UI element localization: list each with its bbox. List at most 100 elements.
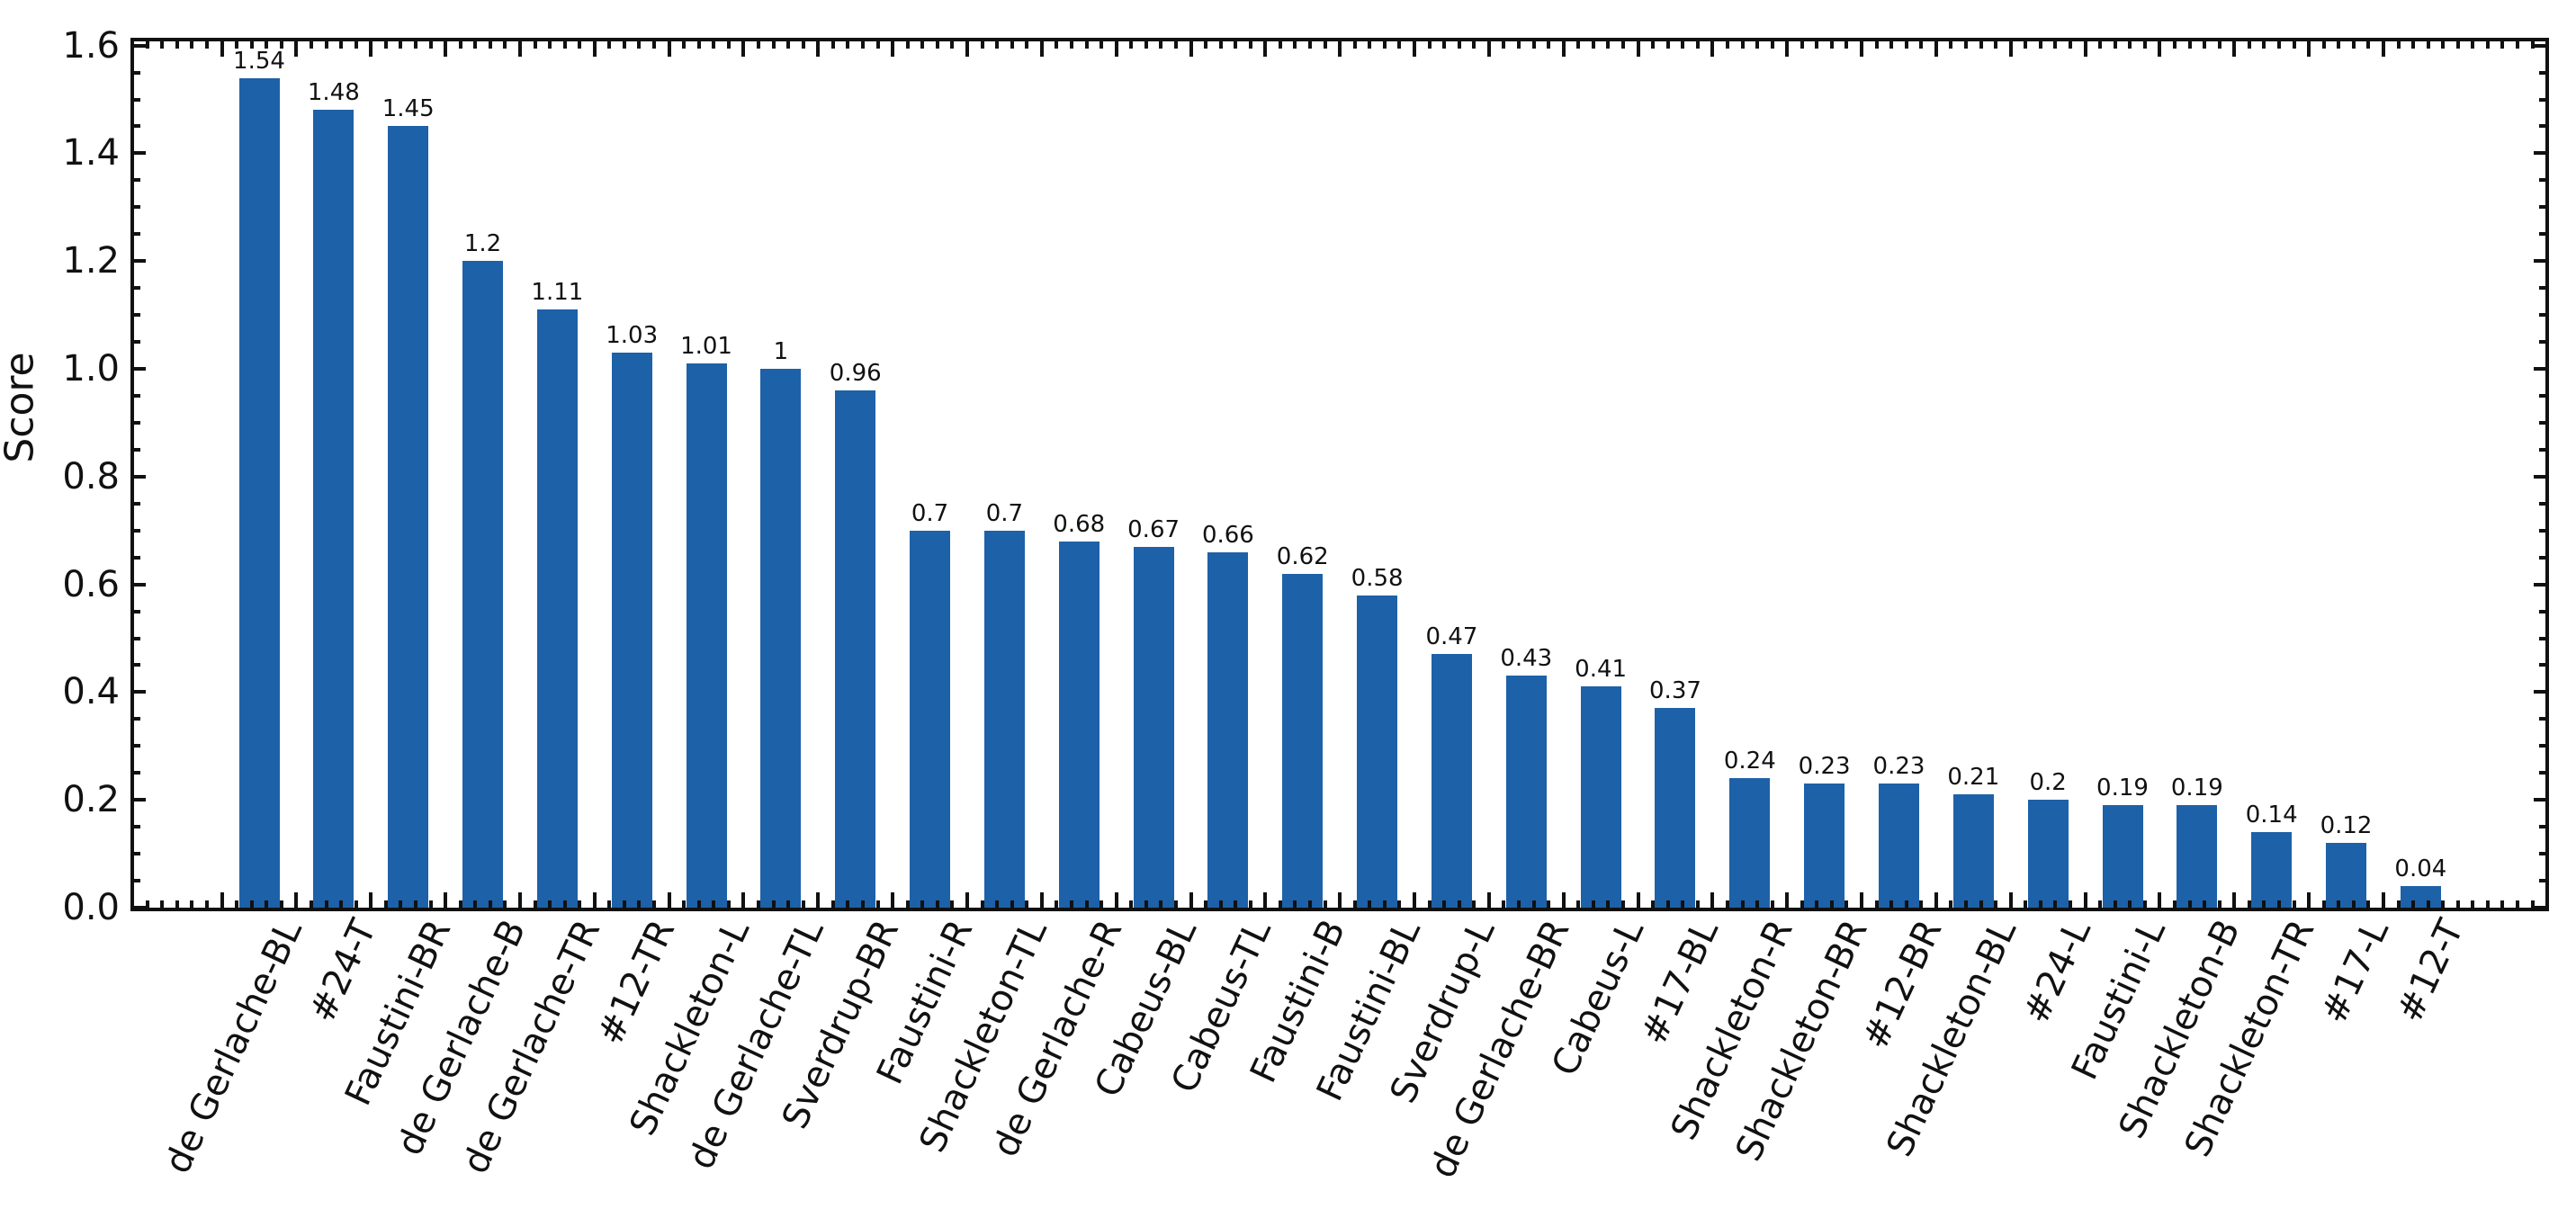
x-minor-tick-top	[1010, 41, 1014, 49]
x-minor-tick-top	[2500, 41, 2505, 49]
x-minor-tick-bottom	[1815, 900, 1819, 908]
x-minor-tick-bottom	[2337, 900, 2341, 908]
x-minor-tick-bottom	[2024, 900, 2028, 908]
x-minor-tick-bottom	[1725, 900, 1729, 908]
x-minor-tick-bottom	[1129, 900, 1134, 908]
x-minor-tick-bottom	[1516, 900, 1521, 908]
x-major-tick-bottom	[1114, 892, 1118, 908]
x-minor-tick-top	[2321, 41, 2326, 49]
x-minor-tick-top	[1323, 41, 1327, 49]
x-minor-tick-top	[1904, 41, 1908, 49]
x-minor-tick-top	[1278, 41, 1282, 49]
x-minor-tick-bottom	[1531, 900, 1536, 908]
x-minor-tick-bottom	[1055, 900, 1059, 908]
x-minor-tick-bottom	[428, 900, 433, 908]
x-minor-tick-bottom	[309, 900, 313, 908]
y-minor-tick-right	[2539, 98, 2545, 102]
x-major-tick-bottom	[592, 892, 597, 908]
y-major-tick-right	[2534, 475, 2545, 479]
y-major-tick-left	[134, 583, 146, 587]
x-minor-tick-top	[1591, 41, 1595, 49]
x-minor-tick-bottom	[1218, 900, 1223, 908]
x-minor-tick-bottom	[1949, 900, 1953, 908]
x-minor-tick-bottom	[2053, 900, 2058, 908]
x-minor-tick-top	[2187, 41, 2192, 49]
x-minor-tick-bottom	[1025, 900, 1029, 908]
x-minor-tick-bottom	[1397, 900, 1402, 908]
y-minor-tick-right	[2539, 502, 2545, 506]
x-minor-tick-bottom	[1829, 900, 1834, 908]
x-minor-tick-bottom	[1173, 900, 1178, 908]
x-minor-tick-bottom	[145, 900, 149, 908]
y-minor-tick-right	[2539, 663, 2545, 667]
x-minor-tick-top	[1681, 41, 1685, 49]
x-minor-tick-bottom	[1084, 900, 1089, 908]
bar-value-label: 1.03	[606, 322, 659, 349]
x-minor-tick-bottom	[1248, 900, 1252, 908]
x-minor-tick-top	[905, 41, 910, 49]
x-major-tick-bottom	[220, 892, 224, 908]
x-minor-tick-bottom	[2516, 900, 2520, 908]
x-minor-tick-top	[2172, 41, 2177, 49]
x-major-tick-top	[891, 41, 895, 57]
x-axis-category-label: #12-T	[2388, 913, 2473, 1029]
x-minor-tick-top	[1516, 41, 1521, 49]
x-minor-tick-top	[279, 41, 283, 49]
x-minor-tick-bottom	[2172, 900, 2177, 908]
x-minor-tick-top	[1055, 41, 1059, 49]
x-major-tick-top	[1189, 41, 1193, 57]
x-minor-tick-bottom	[2247, 900, 2251, 908]
x-minor-tick-top	[1964, 41, 1969, 49]
x-minor-tick-top	[696, 41, 701, 49]
bar-value-label: 0.7	[911, 500, 949, 527]
x-minor-tick-top	[324, 41, 328, 49]
x-minor-tick-top	[935, 41, 939, 49]
x-minor-tick-top	[846, 41, 850, 49]
x-minor-tick-bottom	[265, 900, 269, 908]
x-minor-tick-bottom	[1457, 900, 1461, 908]
x-minor-tick-top	[757, 41, 761, 49]
y-minor-tick-right	[2539, 205, 2545, 209]
x-minor-tick-bottom	[637, 900, 642, 908]
x-minor-tick-bottom	[607, 900, 612, 908]
x-minor-tick-bottom	[846, 900, 850, 908]
x-minor-tick-top	[607, 41, 612, 49]
x-minor-tick-bottom	[771, 900, 776, 908]
x-minor-tick-bottom	[1591, 900, 1595, 908]
x-major-tick-top	[1338, 41, 1342, 57]
x-minor-tick-bottom	[2069, 900, 2072, 908]
y-major-tick-right	[2534, 906, 2545, 909]
x-minor-tick-top	[1159, 41, 1163, 49]
x-axis-category-label: #17-L	[2313, 913, 2398, 1030]
y-major-tick-right	[2534, 798, 2545, 802]
y-minor-tick-right	[2539, 232, 2545, 236]
bar-value-label: 0.41	[1575, 656, 1628, 683]
bar-value-label: 1.45	[381, 95, 435, 122]
x-minor-tick-top	[1576, 41, 1581, 49]
x-minor-tick-bottom	[696, 900, 701, 908]
y-minor-tick-left	[134, 717, 140, 721]
x-major-tick-bottom	[1561, 892, 1566, 908]
x-minor-tick-bottom	[1755, 900, 1760, 908]
y-major-tick-left	[134, 475, 146, 479]
x-minor-tick-top	[1606, 41, 1611, 49]
x-minor-tick-bottom	[1234, 900, 1238, 908]
x-minor-tick-top	[1293, 41, 1297, 49]
x-major-tick-top	[667, 41, 671, 57]
y-minor-tick-right	[2539, 717, 2545, 721]
x-minor-tick-top	[1620, 41, 1625, 49]
x-major-tick-bottom	[816, 892, 821, 908]
y-minor-tick-left	[134, 286, 140, 290]
x-minor-tick-top	[1218, 41, 1223, 49]
y-axis-tick-label: 1.4	[62, 132, 120, 174]
x-minor-tick-top	[1308, 41, 1313, 49]
x-minor-tick-bottom	[1144, 900, 1148, 908]
x-minor-tick-bottom	[622, 900, 626, 908]
x-minor-tick-bottom	[1069, 900, 1073, 908]
x-minor-tick-bottom	[1502, 900, 1506, 908]
bar	[835, 390, 876, 908]
x-minor-tick-top	[2142, 41, 2147, 49]
x-minor-tick-top	[1382, 41, 1387, 49]
x-minor-tick-top	[249, 41, 254, 49]
x-minor-tick-top	[1755, 41, 1760, 49]
